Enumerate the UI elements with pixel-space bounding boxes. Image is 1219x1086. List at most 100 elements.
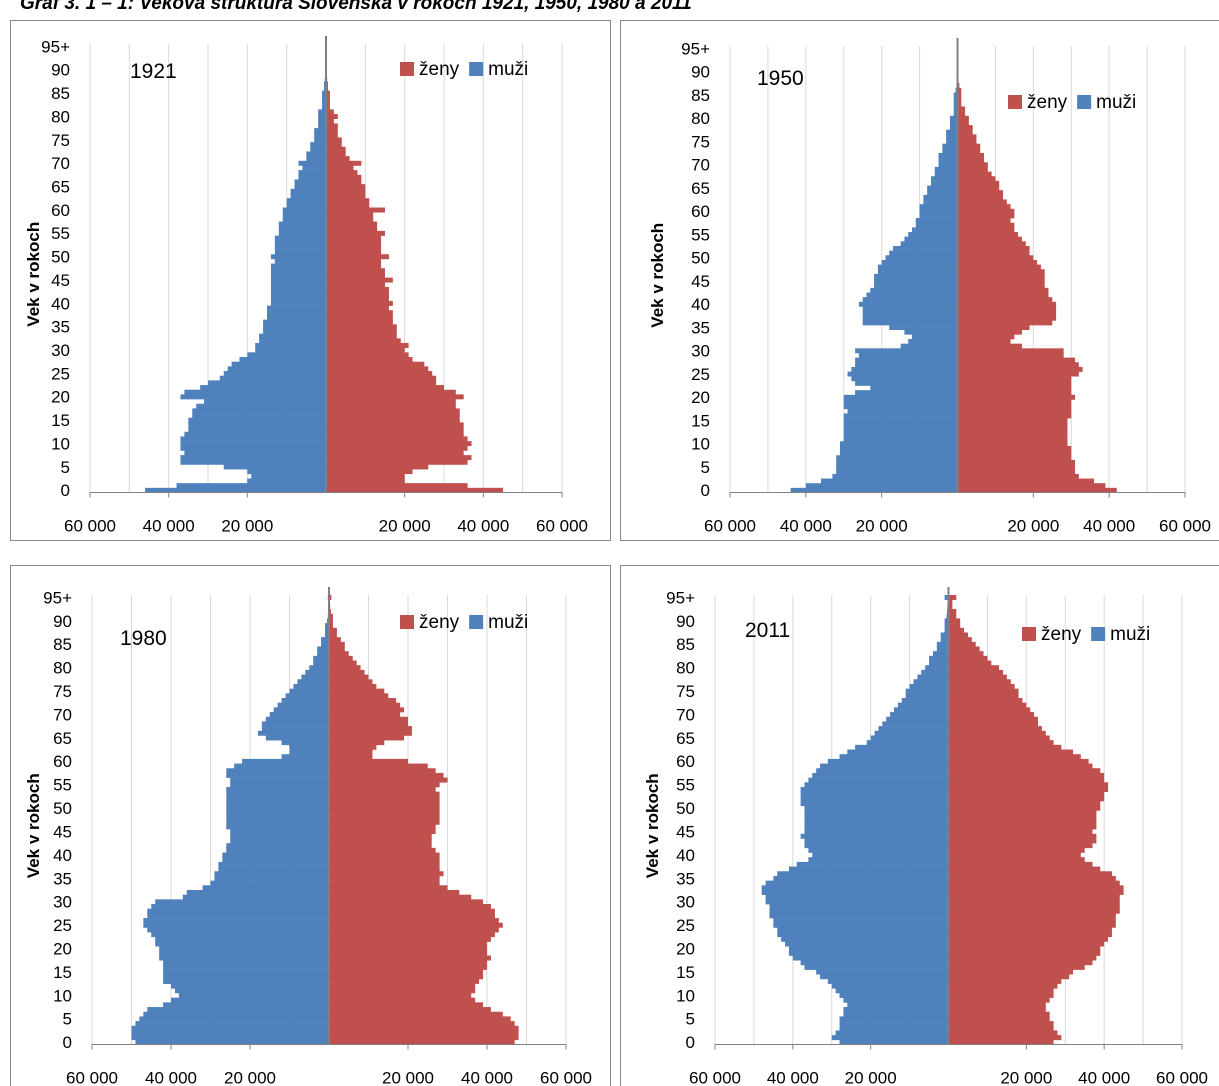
legend-swatch (1091, 627, 1106, 641)
bar (263, 319, 326, 325)
y-tick-label: 0 (686, 1033, 695, 1052)
bar (326, 310, 393, 316)
bar (163, 1002, 329, 1008)
bar (836, 464, 958, 470)
bar (900, 241, 958, 247)
bar (131, 1025, 329, 1031)
bar (326, 427, 464, 433)
x-tick-label: 40 000 (767, 1069, 819, 1086)
bar (957, 222, 1015, 228)
y-tick-label: 30 (691, 342, 710, 361)
bar (317, 651, 329, 657)
bar (326, 193, 366, 199)
bar (949, 125, 958, 131)
bar (317, 646, 329, 652)
bar (948, 950, 1101, 956)
bar (915, 222, 958, 228)
bar (329, 1035, 519, 1041)
bar (247, 352, 326, 358)
bar (940, 632, 949, 638)
bar (936, 641, 949, 647)
bar (269, 712, 329, 718)
bar (957, 143, 981, 149)
y-tick-label: 35 (676, 869, 695, 888)
bar (329, 857, 440, 863)
bar (957, 273, 1045, 279)
bar (843, 404, 958, 410)
y-tick-label: 70 (51, 154, 70, 173)
bar (862, 315, 958, 321)
y-tick-label: 10 (676, 986, 695, 1005)
bar (948, 927, 1112, 933)
bar (808, 847, 949, 853)
bar (788, 946, 949, 952)
y-tick-label: 10 (51, 434, 70, 453)
bar (131, 1035, 329, 1041)
y-tick-label: 50 (51, 248, 70, 267)
bar (289, 688, 329, 694)
bar (948, 763, 1093, 769)
y-tick-label: 75 (691, 132, 710, 151)
bar (230, 833, 329, 839)
bar (159, 946, 329, 952)
bar (773, 875, 949, 881)
bar (855, 357, 958, 363)
bar (329, 660, 357, 666)
bar (163, 974, 329, 980)
bar (948, 679, 1011, 685)
bar (326, 459, 468, 465)
bar (948, 964, 1085, 970)
bar (329, 927, 499, 933)
bar (180, 445, 326, 451)
bar (948, 871, 1112, 877)
bar (957, 366, 1083, 372)
bar (329, 997, 476, 1003)
bar (957, 408, 1072, 414)
bar (953, 111, 958, 117)
bar (847, 371, 958, 377)
bar (226, 847, 329, 853)
bar (957, 157, 985, 163)
bar (145, 487, 326, 493)
bar (923, 199, 958, 205)
bar (957, 101, 962, 107)
bar (180, 455, 326, 461)
bar (188, 422, 326, 428)
bar (908, 339, 958, 344)
bar (957, 250, 1030, 256)
year-label: 2011 (745, 619, 790, 642)
bar (329, 693, 389, 699)
bar (329, 1016, 511, 1022)
y-tick-label: 60 (691, 202, 710, 221)
x-tick-label: 20 000 (1007, 517, 1059, 536)
bar (874, 730, 949, 736)
bar (804, 819, 949, 825)
bar (326, 258, 382, 264)
bar (948, 796, 1105, 802)
bar (957, 385, 1072, 391)
bar (792, 955, 949, 961)
bar (836, 459, 958, 465)
bar (948, 805, 1101, 811)
y-tick-label: 35 (691, 318, 710, 337)
bar (901, 698, 949, 703)
bar (897, 702, 949, 708)
bar (957, 129, 973, 135)
bar (773, 922, 949, 928)
bar (180, 459, 326, 465)
bar (948, 688, 1019, 694)
y-tick-label: 70 (53, 705, 72, 724)
bar (329, 665, 361, 671)
bar (329, 875, 440, 881)
bar (326, 478, 405, 484)
bar (870, 735, 949, 741)
bar (329, 978, 480, 984)
bar (927, 190, 958, 196)
bar (329, 702, 401, 708)
bar (326, 249, 382, 255)
bar (329, 819, 440, 825)
bar (948, 843, 1093, 849)
bar (326, 291, 389, 297)
bar (329, 913, 495, 919)
bar (877, 264, 958, 270)
